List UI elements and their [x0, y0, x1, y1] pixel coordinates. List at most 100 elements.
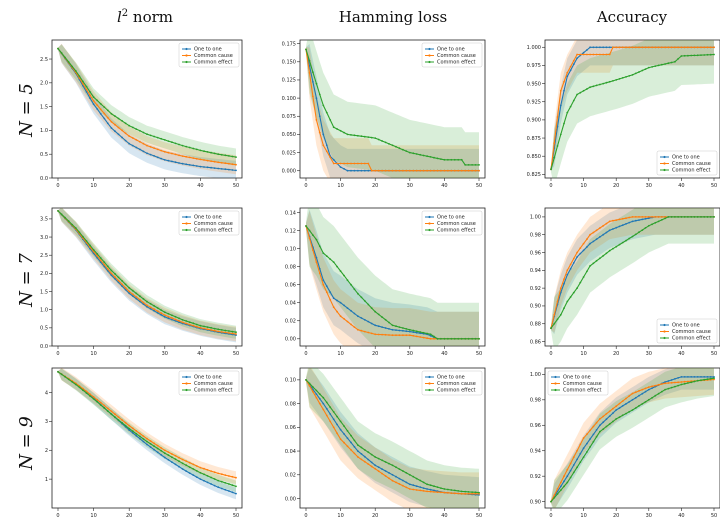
data-point	[381, 316, 383, 318]
data-point	[370, 307, 373, 309]
data-point	[450, 492, 453, 494]
band-common-effect	[58, 208, 236, 339]
data-point	[339, 438, 342, 441]
y-tick-label: 1.5	[40, 104, 48, 110]
data-point	[350, 283, 352, 286]
x-tick-label: 0	[56, 513, 59, 519]
data-point	[360, 329, 363, 332]
data-point	[156, 312, 159, 314]
data-point	[651, 66, 653, 68]
data-point	[308, 229, 311, 232]
data-point	[135, 296, 138, 298]
legend-label: Common effect	[672, 168, 710, 174]
data-point	[336, 162, 338, 165]
data-point	[713, 216, 715, 218]
data-point	[114, 273, 116, 275]
data-point	[467, 169, 470, 172]
data-point	[569, 267, 572, 270]
data-point	[471, 491, 473, 493]
data-point	[195, 148, 198, 151]
data-point	[572, 456, 575, 458]
data-point	[612, 247, 614, 250]
data-point	[674, 385, 676, 388]
data-point	[156, 156, 159, 159]
data-point	[408, 169, 411, 172]
data-point	[210, 476, 213, 479]
chart-panel-7: 0.00 0.02 0.04 0.06 0.08 0.10 0 10 20 30 40 50 One t…	[285, 367, 486, 519]
data-point	[110, 410, 113, 413]
data-point	[582, 242, 585, 245]
y-tick-label: 0.5	[40, 152, 48, 158]
y-tick-label: 0.900	[527, 118, 541, 124]
data-point	[644, 227, 647, 229]
data-point	[178, 162, 180, 164]
legend-label: One to one	[672, 155, 700, 161]
x-tick-label: 20	[126, 513, 132, 519]
data-point	[135, 292, 138, 295]
data-point	[634, 391, 637, 394]
data-point	[353, 169, 356, 172]
data-point	[651, 223, 653, 226]
data-point	[706, 378, 709, 381]
data-point	[192, 322, 195, 325]
data-point	[605, 412, 608, 415]
data-point	[647, 224, 650, 227]
band-common-effect	[551, 368, 714, 508]
data-point	[89, 244, 91, 247]
data-point	[706, 216, 709, 218]
y-tick-label: 0.000	[282, 169, 296, 175]
data-point	[412, 152, 415, 155]
legend-marker	[185, 222, 188, 225]
data-point	[628, 401, 631, 403]
data-point	[595, 429, 598, 431]
data-point	[336, 265, 338, 268]
data-point	[315, 261, 318, 263]
legend-label: Common effect	[437, 388, 475, 394]
data-point	[346, 169, 349, 172]
y-tick-label: 0.06	[285, 425, 296, 431]
data-point	[660, 383, 663, 385]
data-point	[605, 46, 608, 49]
data-point	[582, 249, 585, 252]
data-point	[589, 53, 591, 56]
data-point	[654, 384, 657, 387]
data-point	[99, 102, 102, 105]
data-point	[308, 384, 311, 387]
data-point	[96, 104, 99, 106]
data-point	[322, 133, 325, 136]
data-point	[440, 337, 442, 340]
data-point	[474, 492, 477, 495]
data-point	[370, 461, 373, 464]
x-tick-label: 20	[613, 183, 619, 189]
data-point	[415, 485, 418, 488]
data-point	[670, 216, 673, 218]
x-tick-label: 30	[162, 183, 168, 189]
data-point	[550, 168, 552, 171]
y-tick-label: 1.000	[527, 45, 541, 51]
data-point	[60, 52, 63, 54]
data-point	[556, 145, 559, 147]
data-point	[315, 119, 318, 121]
band-common-cause	[306, 211, 479, 346]
data-point	[398, 326, 401, 328]
data-point	[664, 216, 666, 218]
data-point	[615, 245, 618, 248]
data-point	[586, 238, 588, 241]
y-tick-label: 2.0	[40, 81, 48, 87]
data-point	[174, 153, 177, 156]
data-point	[110, 112, 113, 115]
data-point	[89, 97, 91, 99]
data-point	[329, 406, 332, 409]
data-point	[572, 262, 575, 264]
data-point	[563, 307, 565, 310]
data-point	[471, 169, 473, 172]
data-point	[592, 425, 595, 428]
data-point	[92, 103, 95, 106]
data-point	[647, 66, 650, 69]
data-point	[612, 420, 614, 423]
data-point	[683, 376, 686, 378]
data-point	[315, 97, 318, 99]
chart-panel-4: 0.00 0.02 0.04 0.06 0.08 0.10 0.12 0.14 0 10 20 30 4…	[285, 207, 486, 357]
data-point	[398, 483, 401, 485]
